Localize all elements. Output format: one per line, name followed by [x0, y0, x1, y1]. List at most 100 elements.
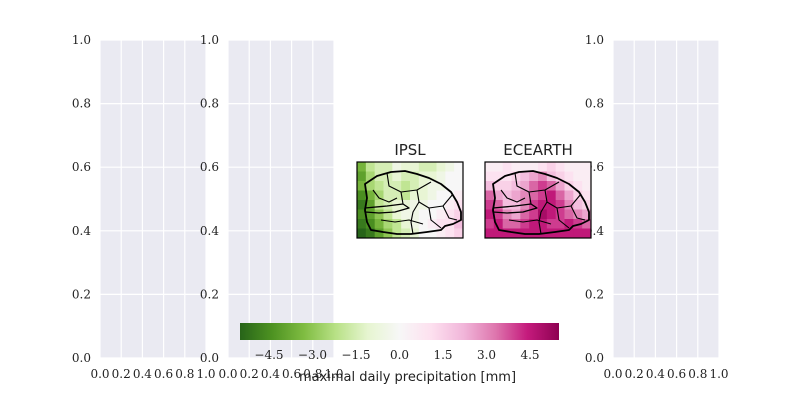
heatmap-cell	[573, 209, 583, 220]
heatmap-cell	[410, 162, 420, 172]
country-borders	[492, 170, 590, 235]
heatmap-cell	[357, 200, 367, 210]
x-tick-label: 0.2	[625, 367, 644, 381]
heatmap-cell	[357, 190, 367, 201]
heatmap-cell	[365, 171, 376, 182]
y-tick-label: 0.0	[585, 351, 604, 365]
heatmap-cell	[511, 162, 521, 172]
heatmap-cell	[520, 171, 530, 182]
heatmap-cell	[529, 181, 539, 191]
heatmap-cell	[427, 219, 437, 229]
y-tick-label: 1.0	[72, 33, 91, 47]
y-tick-label: 0.8	[72, 97, 91, 111]
heatmap-cell	[573, 190, 583, 201]
heatmap-cell	[410, 200, 420, 210]
gambia-outline	[364, 203, 410, 214]
heatmap-cell	[365, 162, 376, 172]
heatmap-cell	[546, 209, 557, 220]
empty-axes-panel: 0.0 0.2 0.4 0.6 0.8 1.00.00.20.40.60.81.0	[200, 33, 344, 381]
map-title: ECEARTH	[503, 141, 572, 159]
heatmap-cell	[436, 200, 446, 210]
x-tick-label: 0.4	[261, 367, 280, 381]
heatmap-cell	[555, 228, 565, 239]
heatmap-cell	[520, 209, 530, 220]
colorbar-tick-label: 3.0	[477, 348, 496, 362]
x-tick-label: 0.4	[133, 367, 152, 381]
x-tick-label: 0.4	[646, 367, 665, 381]
heatmap-cell	[555, 162, 565, 172]
heatmap-cell	[485, 162, 495, 172]
heatmap-cell	[436, 190, 446, 201]
heatmap-cell	[546, 162, 557, 172]
heatmap-cell	[493, 200, 504, 210]
heatmap-cell	[445, 190, 455, 201]
heatmap-cell	[357, 228, 367, 239]
heatmap-cell	[401, 209, 411, 220]
heatmap-cell	[445, 171, 455, 182]
colorbar-tick-label: −1.5	[341, 348, 370, 362]
heatmap-cell	[502, 162, 512, 172]
heatmap-cell	[502, 171, 512, 182]
x-tick-label: 0.6	[667, 367, 686, 381]
x-tick-label: 1.0	[324, 367, 343, 381]
heatmap-cell	[573, 162, 583, 172]
heatmap-cell	[445, 200, 455, 210]
heatmap-cell	[582, 190, 592, 201]
heatmap-cell	[555, 200, 565, 210]
heatmap-cell	[454, 190, 464, 201]
heatmap-cell	[538, 219, 548, 229]
heatmap-cell	[573, 171, 583, 182]
heatmap-cell	[374, 209, 384, 220]
y-tick-label: 0.4	[72, 224, 91, 238]
heatmap-cell	[555, 219, 565, 229]
empty-axes-panel: 0.0 0.2 0.4 0.6 0.8 1.00.00.20.40.60.81.0	[585, 33, 729, 381]
heatmap-cell	[582, 171, 592, 182]
map-title: IPSL	[394, 141, 426, 159]
heatmap-cell	[418, 219, 429, 229]
country-borders	[364, 170, 462, 235]
region-border	[508, 219, 552, 225]
heatmap-cell	[573, 200, 583, 210]
heatmap-cell	[582, 162, 592, 172]
heatmap-cell	[445, 228, 455, 239]
heatmap-cell	[401, 219, 411, 229]
y-tick-label: 1.0	[585, 33, 604, 47]
heatmap-cell	[374, 171, 384, 182]
heatmap-cell	[493, 219, 504, 229]
x-tick-label: 0.0	[218, 367, 237, 381]
heatmap-cell	[502, 181, 512, 191]
heatmap-cell	[538, 171, 548, 182]
colorbar	[240, 323, 559, 340]
colorbar-label: maximal daily precipitation [mm]	[299, 370, 516, 385]
heatmap-cell	[546, 219, 557, 229]
heatmap-cell	[374, 219, 384, 229]
heatmap-cell	[454, 171, 464, 182]
heatmap-cell	[392, 171, 402, 182]
heatmap-cell	[392, 162, 402, 172]
region-border	[528, 191, 532, 205]
heatmap-cell	[418, 228, 429, 239]
heatmap-cell	[392, 219, 402, 229]
x-tick-label: 0.0	[90, 367, 109, 381]
x-tick-label: 0.2	[240, 367, 259, 381]
country-outline	[492, 170, 590, 235]
heatmap-cell	[564, 181, 574, 191]
region-border	[428, 207, 442, 229]
heatmap-cell	[538, 190, 548, 201]
heatmap-cell	[511, 219, 521, 229]
colorbar-tick-label: −4.5	[254, 348, 283, 362]
heatmap-cell	[410, 181, 420, 191]
y-tick-label: 1.0	[200, 33, 219, 47]
heatmap-cell	[529, 162, 539, 172]
heatmap-cell	[555, 209, 565, 220]
heatmap-cell	[383, 162, 393, 172]
x-tick-label: 1.0	[709, 367, 728, 381]
heatmap-cell	[418, 190, 429, 201]
heatmap-cell	[427, 171, 437, 182]
heatmap-cell	[401, 190, 411, 201]
heatmap-cell	[538, 181, 548, 191]
heatmap-cell	[374, 190, 384, 201]
heatmap-cell	[564, 190, 574, 201]
heatmap-cell	[365, 190, 376, 201]
heatmap-cell	[401, 181, 411, 191]
